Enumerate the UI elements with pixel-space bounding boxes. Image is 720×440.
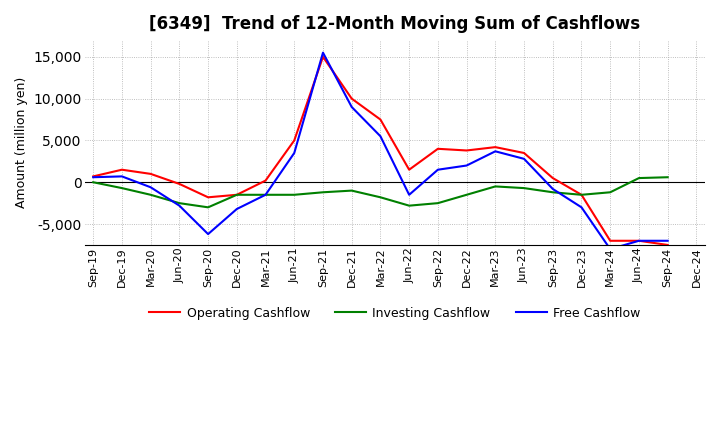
Operating Cashflow: [117, 167, 126, 172]
Free Cashflow: [549, 186, 557, 191]
Free Cashflow: [376, 134, 384, 139]
Free Cashflow: [634, 238, 643, 243]
Line: Investing Cashflow: Investing Cashflow: [93, 177, 667, 207]
Free Cashflow: [233, 206, 241, 212]
Legend: Operating Cashflow, Investing Cashflow, Free Cashflow: Operating Cashflow, Investing Cashflow, …: [144, 302, 645, 325]
Title: [6349]  Trend of 12-Month Moving Sum of Cashflows: [6349] Trend of 12-Month Moving Sum of C…: [149, 15, 640, 33]
Investing Cashflow: [462, 192, 471, 198]
Investing Cashflow: [577, 192, 586, 198]
Operating Cashflow: [433, 146, 442, 151]
Investing Cashflow: [491, 184, 500, 189]
Line: Free Cashflow: Free Cashflow: [93, 53, 667, 249]
Operating Cashflow: [347, 96, 356, 101]
Free Cashflow: [433, 167, 442, 172]
Investing Cashflow: [347, 188, 356, 193]
Free Cashflow: [347, 104, 356, 110]
Free Cashflow: [175, 203, 184, 208]
Free Cashflow: [520, 156, 528, 161]
Free Cashflow: [261, 192, 270, 198]
Operating Cashflow: [319, 54, 328, 59]
Operating Cashflow: [462, 148, 471, 153]
Operating Cashflow: [261, 178, 270, 183]
Operating Cashflow: [606, 238, 615, 243]
Free Cashflow: [290, 150, 299, 156]
Operating Cashflow: [204, 194, 212, 200]
Operating Cashflow: [634, 238, 643, 243]
Operating Cashflow: [405, 167, 413, 172]
Operating Cashflow: [233, 192, 241, 198]
Free Cashflow: [89, 175, 97, 180]
Free Cashflow: [491, 149, 500, 154]
Investing Cashflow: [433, 201, 442, 206]
Free Cashflow: [405, 192, 413, 198]
Operating Cashflow: [491, 144, 500, 150]
Free Cashflow: [146, 185, 155, 190]
Operating Cashflow: [376, 117, 384, 122]
Free Cashflow: [663, 238, 672, 243]
Y-axis label: Amount (million yen): Amount (million yen): [15, 77, 28, 208]
Free Cashflow: [204, 231, 212, 237]
Operating Cashflow: [89, 174, 97, 179]
Investing Cashflow: [319, 190, 328, 195]
Investing Cashflow: [520, 185, 528, 191]
Investing Cashflow: [376, 194, 384, 200]
Operating Cashflow: [549, 176, 557, 181]
Investing Cashflow: [204, 205, 212, 210]
Free Cashflow: [606, 246, 615, 252]
Investing Cashflow: [175, 201, 184, 206]
Investing Cashflow: [233, 192, 241, 198]
Operating Cashflow: [663, 242, 672, 248]
Investing Cashflow: [290, 192, 299, 198]
Operating Cashflow: [577, 192, 586, 198]
Free Cashflow: [117, 174, 126, 179]
Operating Cashflow: [290, 138, 299, 143]
Free Cashflow: [319, 50, 328, 55]
Free Cashflow: [577, 205, 586, 210]
Investing Cashflow: [89, 180, 97, 185]
Investing Cashflow: [663, 175, 672, 180]
Investing Cashflow: [117, 185, 126, 191]
Investing Cashflow: [606, 190, 615, 195]
Line: Operating Cashflow: Operating Cashflow: [93, 57, 667, 245]
Free Cashflow: [462, 163, 471, 168]
Operating Cashflow: [520, 150, 528, 156]
Investing Cashflow: [634, 176, 643, 181]
Investing Cashflow: [261, 192, 270, 198]
Investing Cashflow: [146, 192, 155, 198]
Operating Cashflow: [146, 171, 155, 176]
Investing Cashflow: [405, 203, 413, 208]
Investing Cashflow: [549, 190, 557, 195]
Operating Cashflow: [175, 181, 184, 187]
